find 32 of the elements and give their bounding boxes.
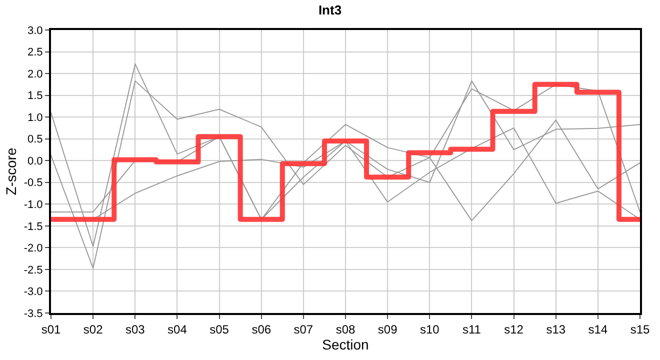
y-tick-label: -0.5 — [24, 177, 43, 190]
x-tick-label: s15 — [630, 322, 650, 336]
y-tick-label: 0.5 — [28, 134, 43, 146]
x-tick-label: s03 — [125, 322, 146, 336]
x-tick-label: s10 — [420, 322, 440, 336]
y-tick-label: 2.0 — [28, 68, 43, 80]
x-tick-label: s12 — [504, 322, 524, 336]
x-tick-label: s02 — [83, 322, 104, 336]
x-axis-title: Section — [322, 336, 369, 352]
x-tick-label: s06 — [252, 322, 272, 336]
x-tick-label: s11 — [462, 322, 482, 336]
x-tick-label: s05 — [210, 322, 230, 336]
y-tick-label: -3.0 — [24, 286, 43, 298]
y-tick-label: -1.5 — [24, 220, 43, 233]
chart-title: Int3 — [318, 2, 342, 18]
x-tick-label: s07 — [294, 322, 314, 336]
x-tick-label: s04 — [168, 322, 188, 336]
x-tick-label: s14 — [588, 322, 608, 336]
y-tick-label: 0.0 — [28, 155, 43, 168]
y-tick-label: 3.0 — [28, 24, 43, 37]
y-tick-label: 2.5 — [28, 46, 43, 59]
x-tick-label: s08 — [336, 322, 356, 336]
y-tick-label: -3.5 — [24, 308, 43, 320]
y-tick-label: -1.0 — [24, 199, 43, 211]
x-tick-label: s01 — [41, 322, 61, 336]
x-tick-label: s09 — [378, 322, 398, 336]
y-tick-label: 1.0 — [28, 112, 43, 124]
y-tick-label: -2.0 — [24, 242, 43, 255]
y-tick-label: 1.5 — [28, 90, 43, 102]
x-tick-label: s13 — [546, 322, 566, 336]
y-axis-title: Z-score — [2, 148, 19, 196]
y-tick-label: -2.5 — [24, 264, 43, 276]
